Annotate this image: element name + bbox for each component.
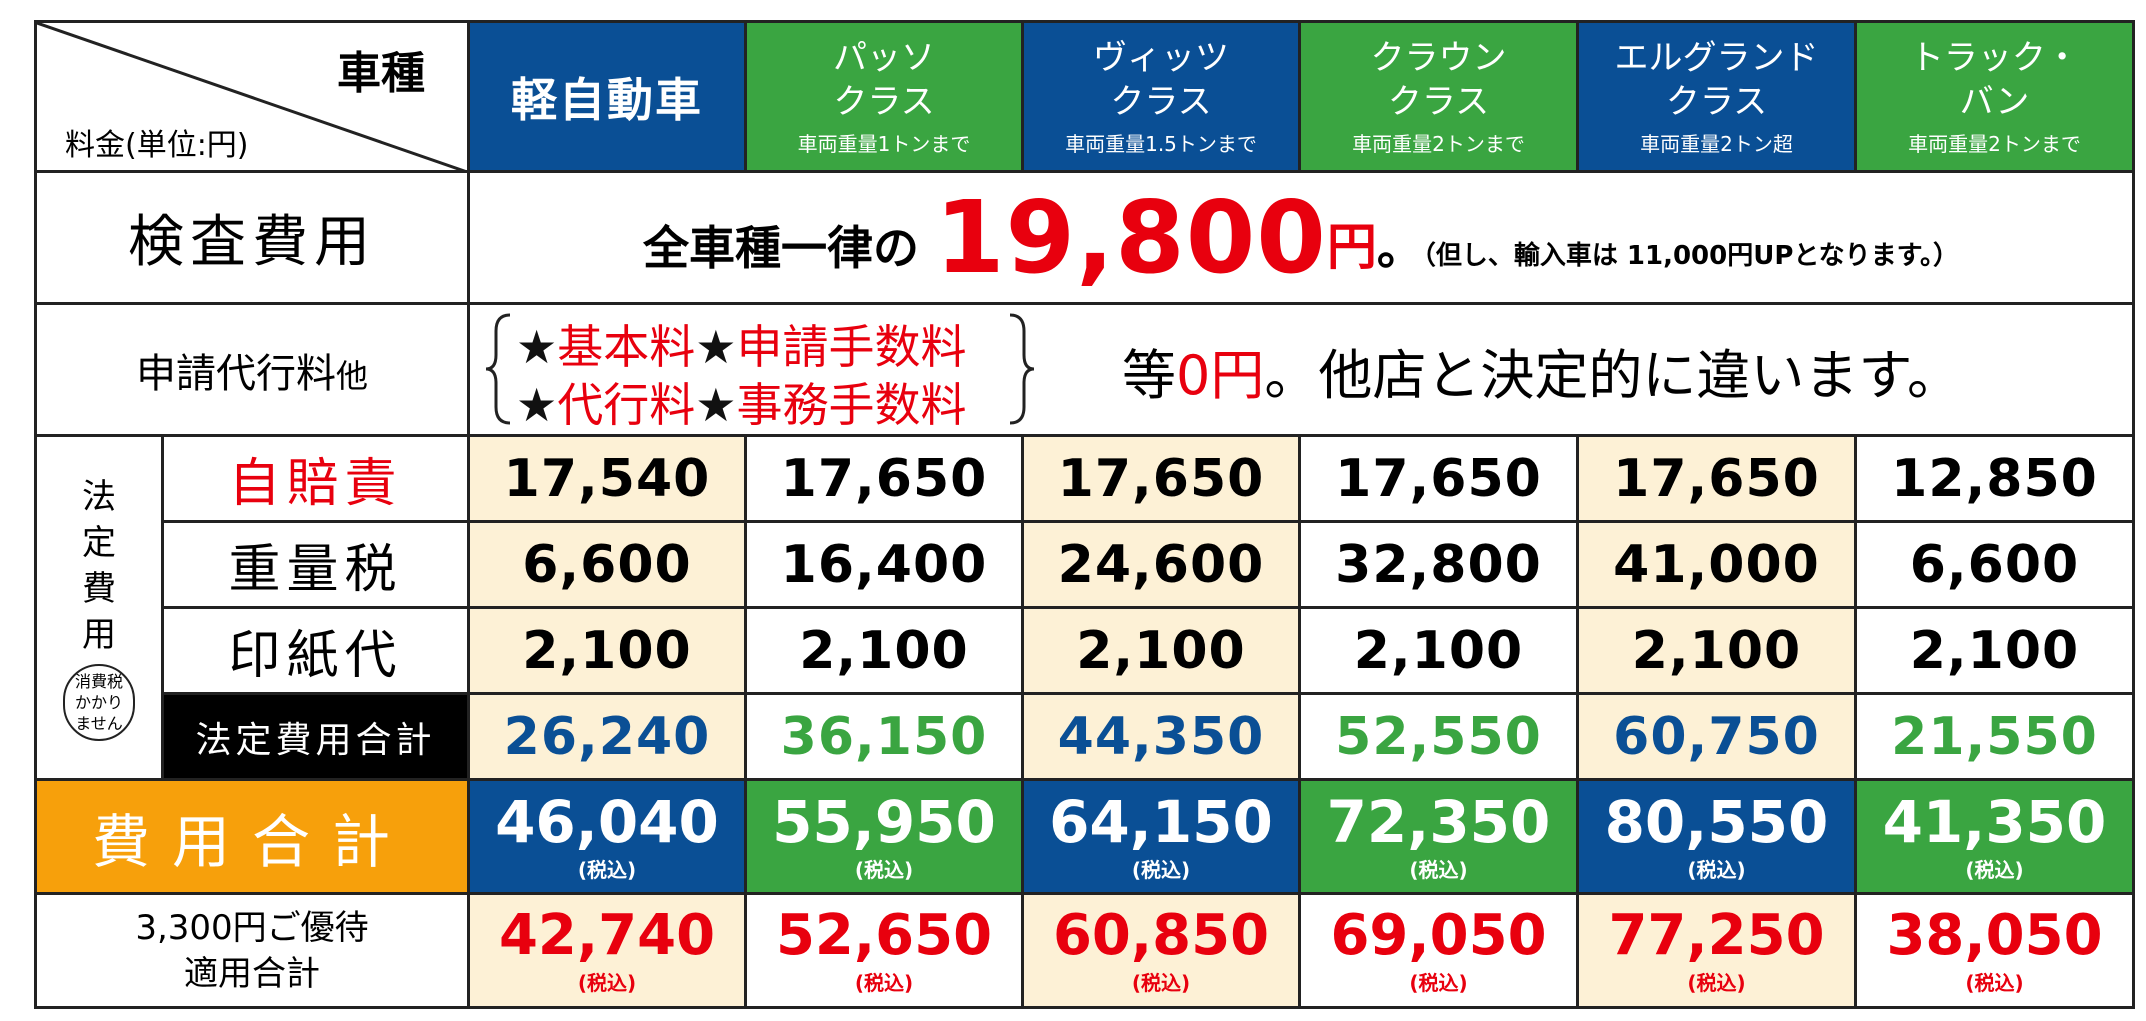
jibaiseki-value: 17,650 xyxy=(1576,434,1857,523)
weight-tax-label: 重量税 xyxy=(161,520,470,609)
column-header-truck: トラック・ バン 車両重量2トンまで xyxy=(1854,20,2135,173)
statutory-subtotal-label: 法定費用合計 xyxy=(161,692,470,781)
stamp-fee-value: 2,100 xyxy=(1021,606,1301,695)
agency-value: ★基本料★申請手数料 ★代行料★事務手数料 等0円。他店と決定的に違います。 xyxy=(467,302,2135,437)
price-sheet: 車種 料金(単位:円) 軽自動車 パッソ クラス 車両重量1トンまで ヴィッツ ク… xyxy=(34,20,2135,1009)
vehicle-type-label: 車種 xyxy=(337,48,425,99)
stamp-fee-label: 印紙代 xyxy=(161,606,470,695)
jibaiseki-value: 12,850 xyxy=(1854,434,2135,523)
statutory-subtotal-value: 60,750 xyxy=(1576,692,1857,781)
jibaiseki-value: 17,650 xyxy=(744,434,1024,523)
jibaiseki-value: 17,540 xyxy=(467,434,747,523)
corner-cell: 車種 料金(単位:円) xyxy=(34,20,470,173)
column-header-passo: パッソ クラス 車両重量1トンまで xyxy=(744,20,1024,173)
stamp-fee-value: 2,100 xyxy=(1298,606,1579,695)
total-label: 費用合計 xyxy=(34,778,470,895)
inspection-label: 検査費用 xyxy=(34,170,470,305)
stamp-fee-value: 2,100 xyxy=(1854,606,2135,695)
weight-tax-value: 32,800 xyxy=(1298,520,1579,609)
statutory-subtotal-row: 法定費用合計 26,240 36,150 44,350 52,550 60,75… xyxy=(36,692,2135,781)
fee-items-line2: ★代行料★事務手数料 xyxy=(516,378,967,432)
inspection-note: （但し、輸入車は 11,000円UPとなります。） xyxy=(1422,241,1960,271)
stamp-fee-value: 2,100 xyxy=(1576,606,1857,695)
fee-brace: ★基本料★申請手数料 ★代行料★事務手数料 xyxy=(482,309,1038,432)
discount-cell: 69,050 (税込) xyxy=(1298,892,1579,1009)
statutory-row-weight-tax: 重量税 6,600 16,400 24,600 32,800 41,000 6,… xyxy=(36,520,2135,609)
tax-exempt-note: 消費税 かかり ません xyxy=(62,664,135,741)
fee-items-line1: ★基本料★申請手数料 xyxy=(516,320,967,374)
stamp-fee-value: 2,100 xyxy=(744,606,1024,695)
discount-cell: 60,850 (税込) xyxy=(1021,892,1301,1009)
fee-unit-label: 料金(単位:円) xyxy=(65,128,249,163)
statutory-subtotal-value: 36,150 xyxy=(744,692,1024,781)
statutory-group-label: 法 定 費 用 消費税 かかり ません xyxy=(34,434,164,781)
weight-tax-value: 24,600 xyxy=(1021,520,1301,609)
statutory-row-stamp: 印紙代 2,100 2,100 2,100 2,100 2,100 2,100 xyxy=(36,606,2135,695)
price-table: 車種 料金(単位:円) 軽自動車 パッソ クラス 車両重量1トンまで ヴィッツ ク… xyxy=(34,20,2135,1009)
weight-tax-value: 6,600 xyxy=(467,520,747,609)
discount-cell: 38,050 (税込) xyxy=(1854,892,2135,1009)
discount-label: 3,300円ご優待 適用合計 xyxy=(34,892,470,1009)
jibaiseki-value: 17,650 xyxy=(1298,434,1579,523)
weight-tax-value: 6,600 xyxy=(1854,520,2135,609)
inspection-yen: 円 xyxy=(1326,218,1377,276)
total-cell: 80,550 (税込) xyxy=(1576,778,1857,895)
inspection-row: 検査費用 全車種一律の 19,800円。（但し、輸入車は 11,000円UPとな… xyxy=(34,170,2135,305)
jibaiseki-value: 17,650 xyxy=(1021,434,1301,523)
free-fee-statement: 等0円。他店と決定的に違います。 xyxy=(1122,344,1961,407)
agency-row: 申請代行料他 ★基本料★申請手数料 ★代行料★事務手数料 等 xyxy=(34,302,2135,437)
column-header-crown: クラウン クラス 車両重量2トンまで xyxy=(1298,20,1579,173)
inspection-period: 。 xyxy=(1376,221,1423,275)
total-cell: 72,350 (税込) xyxy=(1298,778,1579,895)
jibaiseki-label: 自賠責 xyxy=(161,434,470,523)
column-header-kei: 軽自動車 xyxy=(467,20,747,173)
curly-brace-icon xyxy=(485,313,1035,425)
total-row: 費用合計 46,040 (税込) 55,950 (税込) 64,150 (税込) 72… xyxy=(34,778,2135,895)
stamp-fee-value: 2,100 xyxy=(467,606,747,695)
column-header-vitz: ヴィッツ クラス 車両重量1.5トンまで xyxy=(1021,20,1301,173)
inspection-amount: 19,800 xyxy=(934,179,1327,296)
inspection-value: 全車種一律の 19,800円。（但し、輸入車は 11,000円UPとなります。） xyxy=(467,170,2135,305)
total-cell: 55,950 (税込) xyxy=(744,778,1024,895)
discount-cell: 42,740 (税込) xyxy=(467,892,747,1009)
statutory-subtotal-value: 26,240 xyxy=(467,692,747,781)
total-cell: 41,350 (税込) xyxy=(1854,778,2135,895)
corner-diagonal xyxy=(38,24,462,169)
discount-row: 3,300円ご優待 適用合計 42,740 (税込) 52,650 (税込) 60,… xyxy=(34,892,2135,1009)
total-cell: 46,040 (税込) xyxy=(467,778,747,895)
header-row: 車種 料金(単位:円) 軽自動車 パッソ クラス 車両重量1トンまで ヴィッツ ク… xyxy=(34,20,2135,173)
discount-cell: 52,650 (税込) xyxy=(744,892,1024,1009)
inspection-lead: 全車種一律の xyxy=(642,221,919,275)
column-header-elgrand: エルグランド クラス 車両重量2トン超 xyxy=(1576,20,1857,173)
agency-label: 申請代行料他 xyxy=(34,302,470,437)
statutory-row-jibaiseki: 法 定 費 用 消費税 かかり ません 自賠責 17,540 17,650 17… xyxy=(34,434,2135,781)
discount-cell: 77,250 (税込) xyxy=(1576,892,1857,1009)
total-cell: 64,150 (税込) xyxy=(1021,778,1301,895)
weight-tax-value: 41,000 xyxy=(1576,520,1857,609)
statutory-subtotal-value: 21,550 xyxy=(1854,692,2135,781)
statutory-subtotal-value: 52,550 xyxy=(1298,692,1579,781)
weight-tax-value: 16,400 xyxy=(744,520,1024,609)
statutory-subtotal-value: 44,350 xyxy=(1021,692,1301,781)
